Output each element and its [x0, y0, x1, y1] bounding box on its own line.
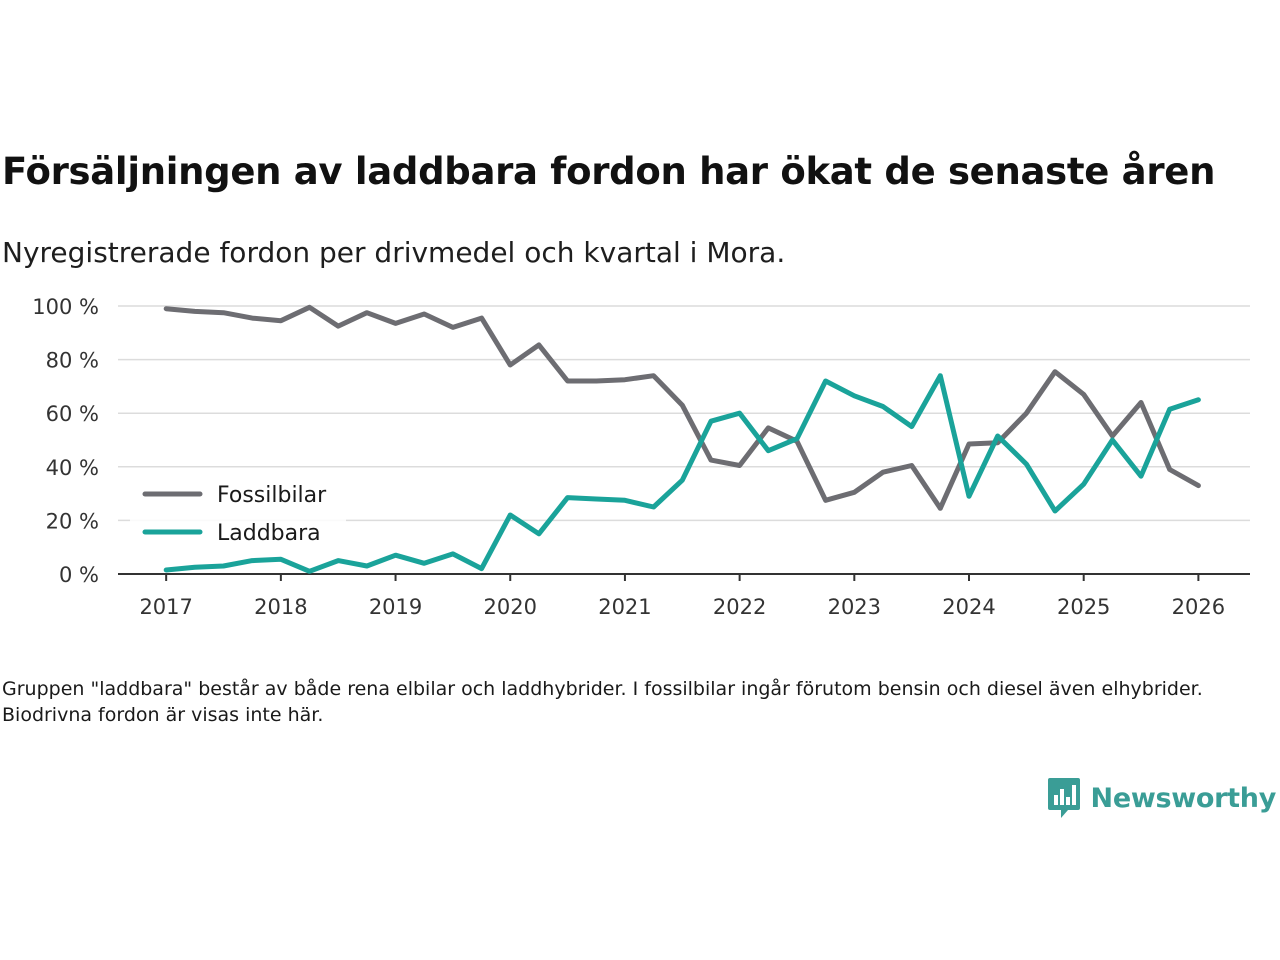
legend-label-fossilbilar: Fossilbilar — [217, 483, 327, 508]
chart-subtitle: Nyregistrerade fordon per drivmedel och … — [2, 236, 786, 269]
series-line-laddbara — [163, 373, 1201, 574]
legend: Fossilbilar Laddbara — [130, 470, 346, 552]
x-tick-label: 2023 — [828, 595, 881, 619]
x-axis-tick-labels: 2017 2018 2019 2020 2021 2022 2023 2024 2025 2026 — [139, 595, 1225, 619]
y-tick-label: 60 % — [46, 402, 99, 426]
series-line-fossilbilar — [163, 304, 1201, 511]
x-tick-label: 2020 — [484, 595, 537, 619]
x-tick-label: 2017 — [139, 595, 192, 619]
brand-name: Newsworthy — [1090, 782, 1277, 814]
line-chart: 0 % 20 % 40 % 60 % 80 % 100 % 2017 2018 2019 202… — [32, 295, 1250, 619]
y-tick-label: 100 % — [32, 295, 99, 319]
x-tick-label: 2024 — [942, 595, 995, 619]
x-tick-label: 2022 — [713, 595, 766, 619]
y-axis-tick-labels: 0 % 20 % 40 % 60 % 80 % 100 % — [32, 295, 99, 587]
y-tick-label: 0 % — [59, 563, 99, 587]
x-tick-label: 2019 — [369, 595, 422, 619]
x-tick-label: 2021 — [598, 595, 651, 619]
y-tick-label: 40 % — [46, 456, 99, 480]
y-tick-label: 80 % — [46, 349, 99, 373]
newsworthy-logo-icon — [1047, 778, 1080, 818]
x-tick-label: 2018 — [254, 595, 307, 619]
axes — [118, 573, 1250, 581]
x-tick-label: 2026 — [1172, 595, 1225, 619]
brand-logo: Newsworthy — [1047, 776, 1276, 820]
y-tick-label: 20 % — [46, 509, 99, 533]
x-tick-label: 2025 — [1057, 595, 1110, 619]
footnote: Gruppen "laddbara" består av både rena e… — [2, 678, 1203, 726]
chart-title: Försäljningen av laddbara fordon har öka… — [2, 150, 1216, 193]
series-lines — [163, 304, 1201, 574]
legend-background — [130, 470, 346, 552]
legend-label-laddbara: Laddbara — [217, 521, 321, 546]
